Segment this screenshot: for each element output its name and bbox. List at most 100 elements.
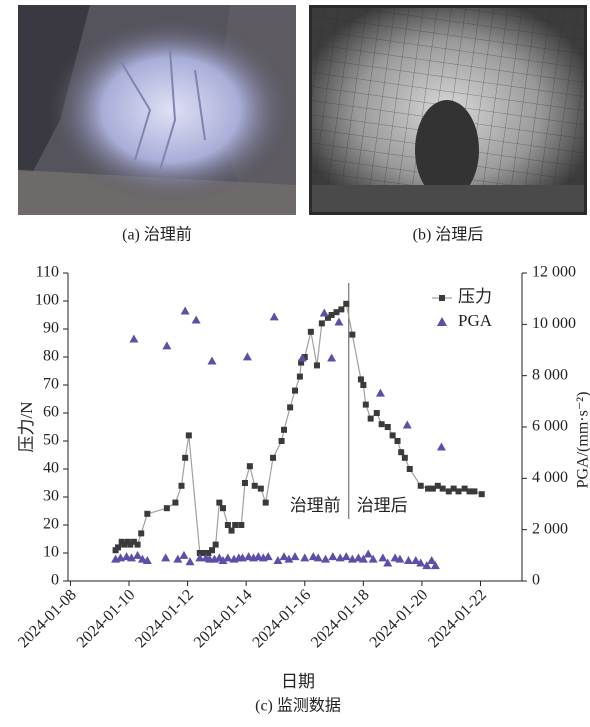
pressure-point <box>479 491 485 497</box>
pressure-point <box>292 388 298 394</box>
pressure-point <box>238 522 244 528</box>
pressure-point <box>216 500 222 506</box>
pressure-point <box>358 376 364 382</box>
x-tick-label: 2024-01-20 <box>367 586 432 651</box>
legend-marker <box>439 295 445 301</box>
pressure-point <box>368 416 374 422</box>
pressure-point <box>471 488 477 494</box>
y-axis-title: 压力/N <box>17 402 36 453</box>
pga-point <box>320 309 329 317</box>
y2-tick-label: 4 000 <box>532 469 568 486</box>
pressure-point <box>385 424 391 430</box>
pressure-point <box>456 488 462 494</box>
y2-tick-label: 12 000 <box>532 264 576 281</box>
pga-point <box>133 551 142 559</box>
pressure-point <box>407 466 413 472</box>
figure: (a) 治理前 (b) 治理后 日期 (c) 监测数据 压力/N PGA/(mm… <box>0 0 590 722</box>
y-tick-label: 90 <box>43 320 59 337</box>
pressure-point <box>242 480 248 486</box>
pressure-point <box>343 301 349 307</box>
pressure-point <box>225 522 231 528</box>
pressure-point <box>279 438 285 444</box>
pga-point <box>162 341 171 349</box>
x-tick-label: 2024-01-12 <box>132 586 197 651</box>
x-tick-label: 2024-01-18 <box>308 586 373 651</box>
x-tick-label: 2024-01-16 <box>249 586 314 651</box>
pressure-point <box>374 410 380 416</box>
pressure-point <box>287 404 293 410</box>
pga-point <box>181 306 190 314</box>
pga-point <box>327 353 336 361</box>
legend-label: 压力 <box>458 287 492 306</box>
y-tick-label: 0 <box>51 572 59 589</box>
pressure-point <box>179 483 185 489</box>
pressure-point <box>314 362 320 368</box>
photo-before <box>18 5 296 215</box>
pga-point <box>129 334 138 342</box>
pressure-point <box>138 530 144 536</box>
y-tick-label: 100 <box>35 292 59 309</box>
y-tick-label: 30 <box>43 488 59 505</box>
x-tick-label: 2024-01-08 <box>15 586 80 651</box>
pga-point <box>328 552 337 560</box>
pressure-point <box>263 500 269 506</box>
y2-tick-label: 2 000 <box>532 520 568 537</box>
pga-point <box>270 312 279 320</box>
y-tick-label: 110 <box>36 264 59 281</box>
pressure-point <box>182 455 188 461</box>
photo-after <box>309 5 587 215</box>
legend-label: PGA <box>458 311 493 330</box>
pga-point <box>378 553 387 561</box>
photo-caption: (a) 治理前 <box>122 226 192 244</box>
pressure-point <box>232 522 238 528</box>
y-tick-label: 20 <box>43 516 59 533</box>
pressure-line <box>116 304 482 553</box>
pressure-point <box>360 382 366 388</box>
pga-point <box>243 352 252 360</box>
y2-axis-title: PGA/(mm·s⁻²) <box>575 392 590 489</box>
pressure-point <box>258 486 264 492</box>
pressure-point <box>398 449 404 455</box>
pressure-point <box>440 486 446 492</box>
page: {"photos": [{"caption": "(a) 治理前"}, {"ca… <box>0 0 590 722</box>
pga-point <box>404 556 413 564</box>
y-tick-label: 70 <box>43 376 59 393</box>
y-tick-label: 80 <box>43 348 59 365</box>
pressure-point <box>213 542 219 548</box>
pga-point <box>264 552 273 560</box>
pga-point <box>192 315 201 323</box>
y2-tick-label: 10 000 <box>532 315 576 332</box>
x-axis-title: 日期 <box>281 672 315 691</box>
pressure-point <box>379 421 385 427</box>
y2-tick-label: 8 000 <box>532 366 568 383</box>
pressure-point <box>220 505 226 511</box>
pga-point <box>321 555 330 563</box>
pressure-point <box>135 542 141 548</box>
chart-caption: (c) 监测数据 <box>255 697 341 715</box>
x-tick-label: 2024-01-22 <box>425 586 490 651</box>
pga-point <box>403 420 412 428</box>
pressure-point <box>349 332 355 338</box>
y-tick-label: 60 <box>43 404 59 421</box>
pga-point <box>437 443 446 451</box>
pressure-point <box>338 306 344 312</box>
pressure-point <box>418 483 424 489</box>
pressure-point <box>390 432 396 438</box>
y-tick-label: 10 <box>43 544 59 561</box>
pressure-point <box>308 329 314 335</box>
pga-point <box>364 550 373 558</box>
pga-point <box>179 551 188 559</box>
pressure-point <box>270 455 276 461</box>
y2-tick-label: 0 <box>532 572 540 589</box>
x-tick-label: 2024-01-14 <box>191 586 256 651</box>
pressure-point <box>319 320 325 326</box>
pressure-point <box>186 432 192 438</box>
y-tick-label: 50 <box>43 432 59 449</box>
y-tick-label: 40 <box>43 460 59 477</box>
photo-caption: (b) 治理后 <box>413 226 484 244</box>
pressure-point <box>247 463 253 469</box>
pga-point <box>291 552 300 560</box>
pressure-point <box>281 427 287 433</box>
pressure-point <box>252 483 258 489</box>
y2-tick-label: 6 000 <box>532 418 568 435</box>
